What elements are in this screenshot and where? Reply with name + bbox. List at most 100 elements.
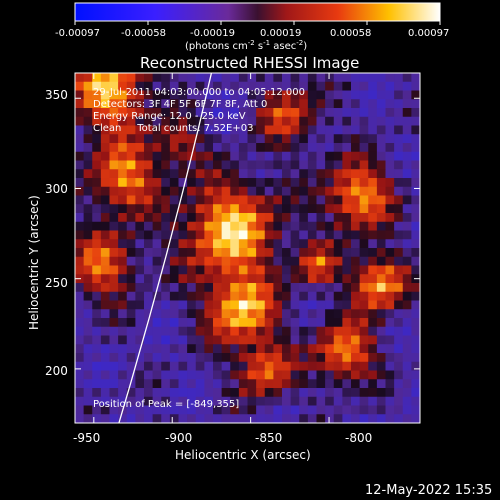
heatmap-cell bbox=[75, 213, 84, 223]
heatmap-cell bbox=[195, 143, 205, 153]
heatmap-cell bbox=[394, 213, 404, 223]
heatmap-cell bbox=[213, 99, 222, 109]
heatmap-cell bbox=[152, 379, 162, 389]
heatmap-cell bbox=[169, 379, 179, 389]
heatmap-cell bbox=[161, 116, 171, 126]
heatmap-cell bbox=[144, 221, 153, 231]
heatmap-cell bbox=[247, 414, 257, 423]
heatmap-cell bbox=[109, 213, 119, 223]
heatmap-cell bbox=[307, 195, 317, 205]
heatmap-cell bbox=[213, 300, 222, 310]
heatmap-cell bbox=[169, 291, 179, 301]
heatmap-cell bbox=[178, 274, 188, 284]
heatmap-cell bbox=[152, 108, 162, 118]
heatmap-cell bbox=[385, 204, 395, 214]
heatmap-cell bbox=[359, 318, 369, 328]
heatmap-cell bbox=[359, 169, 369, 179]
heatmap-cell bbox=[126, 309, 136, 319]
heatmap-cell bbox=[213, 81, 222, 91]
heatmap-cell bbox=[109, 73, 119, 83]
heatmap-cell bbox=[411, 116, 420, 126]
heatmap-cell bbox=[152, 195, 162, 205]
heatmap-cell bbox=[75, 379, 84, 389]
heatmap-cell bbox=[351, 256, 360, 266]
heatmap-cell bbox=[385, 300, 395, 310]
heatmap-cell bbox=[169, 388, 179, 398]
heatmap-cell bbox=[376, 221, 386, 231]
heatmap-cell bbox=[385, 81, 395, 91]
heatmap-cell bbox=[161, 169, 171, 179]
heatmap-cell bbox=[411, 396, 420, 406]
heatmap-cell bbox=[238, 169, 248, 179]
heatmap-cell bbox=[394, 379, 404, 389]
heatmap-cell bbox=[126, 169, 136, 179]
heatmap-cell bbox=[273, 213, 283, 223]
heatmap-cell bbox=[126, 204, 136, 214]
heatmap-cell bbox=[230, 291, 240, 301]
heatmap-cell bbox=[290, 230, 300, 240]
heatmap-cell bbox=[402, 73, 412, 83]
heatmap-cell bbox=[402, 414, 412, 423]
heatmap-cell bbox=[333, 178, 343, 188]
heatmap-cell bbox=[178, 195, 188, 205]
heatmap-cell bbox=[144, 274, 153, 284]
heatmap-cell bbox=[152, 265, 162, 275]
heatmap-cell bbox=[144, 361, 153, 371]
heatmap-cell bbox=[342, 90, 352, 100]
heatmap-cell bbox=[256, 204, 266, 214]
heatmap-cell bbox=[230, 230, 240, 240]
heatmap-cell bbox=[316, 221, 326, 231]
heatmap-cell bbox=[247, 195, 257, 205]
heatmap-cell bbox=[187, 73, 197, 83]
heatmap-cell bbox=[100, 291, 110, 301]
heatmap-cell bbox=[187, 239, 197, 249]
heatmap-cell bbox=[238, 405, 248, 415]
heatmap-cell bbox=[376, 405, 386, 415]
heatmap-cell bbox=[100, 151, 110, 161]
heatmap-cell bbox=[195, 213, 205, 223]
heatmap-cell bbox=[221, 178, 231, 188]
heatmap-cell bbox=[100, 230, 110, 240]
heatmap-cell bbox=[325, 283, 335, 293]
heatmap-cell bbox=[109, 265, 119, 275]
heatmap-cell bbox=[264, 248, 274, 258]
heatmap-cell bbox=[178, 309, 188, 319]
heatmap-cell bbox=[351, 230, 360, 240]
heatmap-cell bbox=[118, 213, 128, 223]
heatmap-cell bbox=[169, 414, 179, 423]
heatmap-cell bbox=[368, 169, 378, 179]
heatmap-cell bbox=[299, 274, 309, 284]
heatmap-cell bbox=[351, 335, 360, 345]
heatmap-cell bbox=[187, 99, 197, 109]
heatmap-cell bbox=[221, 151, 231, 161]
heatmap-cell bbox=[299, 90, 309, 100]
heatmap-cell bbox=[256, 81, 266, 91]
heatmap-cell bbox=[376, 256, 386, 266]
heatmap-cell bbox=[221, 134, 231, 144]
heatmap-cell bbox=[359, 116, 369, 126]
heatmap-cell bbox=[247, 248, 257, 258]
heatmap-cell bbox=[325, 379, 335, 389]
heatmap-cell bbox=[187, 370, 197, 380]
heatmap-cell bbox=[230, 353, 240, 363]
heatmap-cell bbox=[264, 134, 274, 144]
heatmap-cell bbox=[368, 291, 378, 301]
heatmap-cell bbox=[204, 309, 214, 319]
heatmap-cell bbox=[135, 230, 145, 240]
heatmap-cell bbox=[299, 353, 309, 363]
heatmap-cell bbox=[152, 300, 162, 310]
heatmap-cell bbox=[126, 230, 136, 240]
heatmap-cell bbox=[307, 160, 317, 170]
heatmap-cell bbox=[402, 344, 412, 354]
heatmap-cell bbox=[100, 309, 110, 319]
heatmap-cell bbox=[144, 326, 153, 336]
heatmap-cell bbox=[247, 361, 257, 371]
heatmap-cell bbox=[195, 274, 205, 284]
heatmap-cell bbox=[92, 160, 102, 170]
heatmap-cell bbox=[333, 414, 343, 423]
heatmap-cell bbox=[83, 108, 93, 118]
heatmap-cell bbox=[135, 344, 145, 354]
heatmap-cell bbox=[316, 248, 326, 258]
heatmap-cell bbox=[92, 81, 102, 91]
heatmap-cell bbox=[256, 221, 266, 231]
